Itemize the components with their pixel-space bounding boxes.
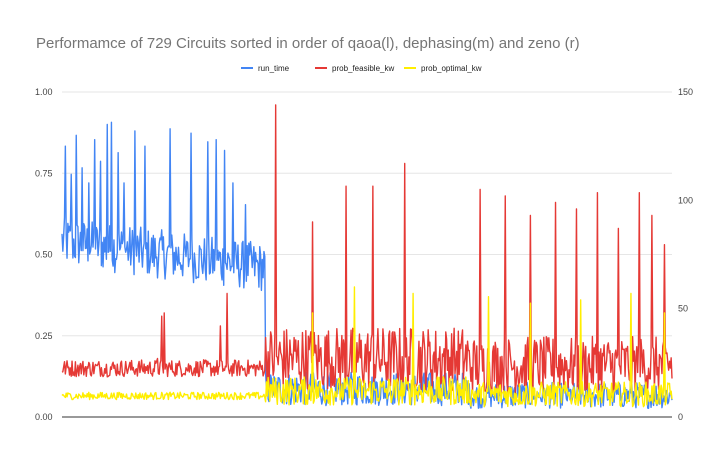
series-line-run-time <box>61 121 673 409</box>
left-axis-ticks: 0.00 0.25 0.50 0.75 1.00 <box>35 87 53 422</box>
left-tick-label: 0.00 <box>35 412 53 422</box>
right-tick-label: 150 <box>678 87 693 97</box>
legend-label-run-time: run_time <box>258 64 290 73</box>
series-line-prob-optimal-kw <box>61 286 673 408</box>
chart-title: Performamce of 729 Circuits sorted in or… <box>36 35 580 52</box>
left-tick-label: 1.00 <box>35 87 53 97</box>
right-tick-label: 50 <box>678 304 688 314</box>
legend: run_time prob_feasible_kw prob_optimal_k… <box>241 64 482 73</box>
left-tick-label: 0.75 <box>35 168 53 178</box>
left-tick-label: 0.50 <box>35 250 53 260</box>
left-tick-label: 0.25 <box>35 331 53 341</box>
series-lines <box>61 104 673 409</box>
right-tick-label: 100 <box>678 195 693 205</box>
legend-label-prob-optimal-kw: prob_optimal_kw <box>421 64 482 73</box>
right-axis-ticks: 0 50 100 150 <box>678 87 693 422</box>
right-tick-label: 0 <box>678 412 683 422</box>
legend-label-prob-feasible-kw: prob_feasible_kw <box>332 64 394 73</box>
series-line-prob-feasible-kw <box>61 104 673 395</box>
